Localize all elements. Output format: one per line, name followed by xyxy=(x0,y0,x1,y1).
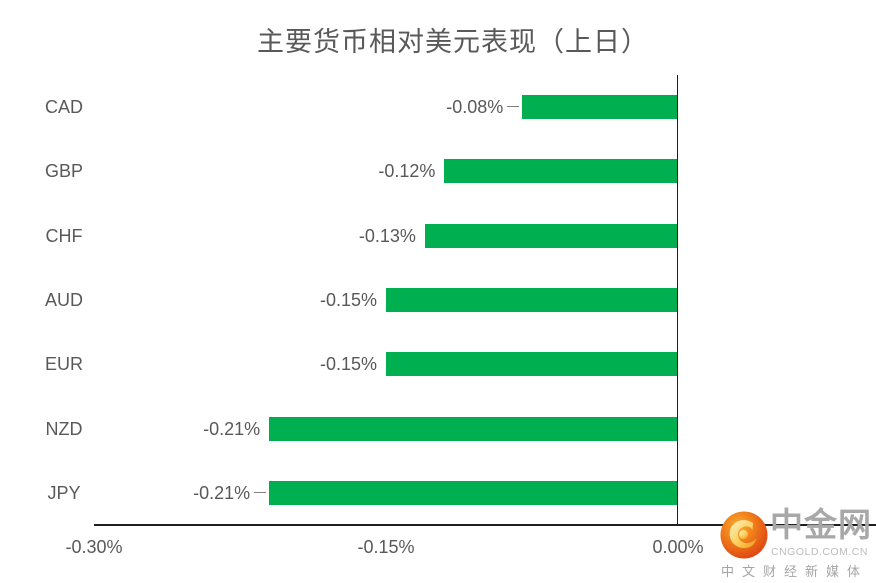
chart-title: 主要货币相对美元表现（上日） xyxy=(257,27,649,57)
bar-eur xyxy=(386,352,678,377)
leader-line xyxy=(254,491,267,493)
value-label-aud: -0.15% xyxy=(319,290,377,310)
value-label-nzd: -0.21% xyxy=(203,418,261,439)
logo-tagline-text: 中文财经新媒体 xyxy=(721,564,869,579)
category-label-chf: CHF xyxy=(45,225,83,246)
x-axis-tick-0: -0.30% xyxy=(65,537,123,557)
bar-gbp xyxy=(444,159,678,184)
x-axis-tick-2: 0.00% xyxy=(652,537,704,557)
logo-brand-text: 中金网 xyxy=(770,506,872,543)
category-label-cad: CAD xyxy=(44,97,83,118)
bar-nzd xyxy=(269,416,678,441)
bar-chf xyxy=(424,223,678,248)
x-axis-line xyxy=(94,524,876,526)
x-axis-tick-1: -0.15% xyxy=(357,537,415,557)
bar-cad xyxy=(522,95,678,120)
value-label-jpy: -0.21% xyxy=(193,482,251,503)
value-label-cad: -0.08% xyxy=(446,97,504,118)
leader-line xyxy=(507,106,520,108)
category-label-nzd: NZD xyxy=(45,418,83,439)
bar-jpy xyxy=(269,480,678,505)
value-label-gbp: -0.12% xyxy=(378,161,436,182)
category-label-eur: EUR xyxy=(44,354,83,375)
bar-aud xyxy=(386,288,678,312)
logo-domain-text: CNGOLD.COM.CN xyxy=(771,546,868,558)
cngold-logo: 中金网 CNGOLD.COM.CN 中文财经新媒体 xyxy=(716,506,876,583)
value-label-eur: -0.15% xyxy=(319,354,377,375)
cngold-swirl-icon xyxy=(720,511,768,559)
category-label-aud: AUD xyxy=(44,290,83,310)
zero-baseline xyxy=(676,75,678,525)
value-label-chf: -0.13% xyxy=(358,225,416,246)
category-label-gbp: GBP xyxy=(44,161,83,182)
category-label-jpy: JPY xyxy=(47,482,81,503)
